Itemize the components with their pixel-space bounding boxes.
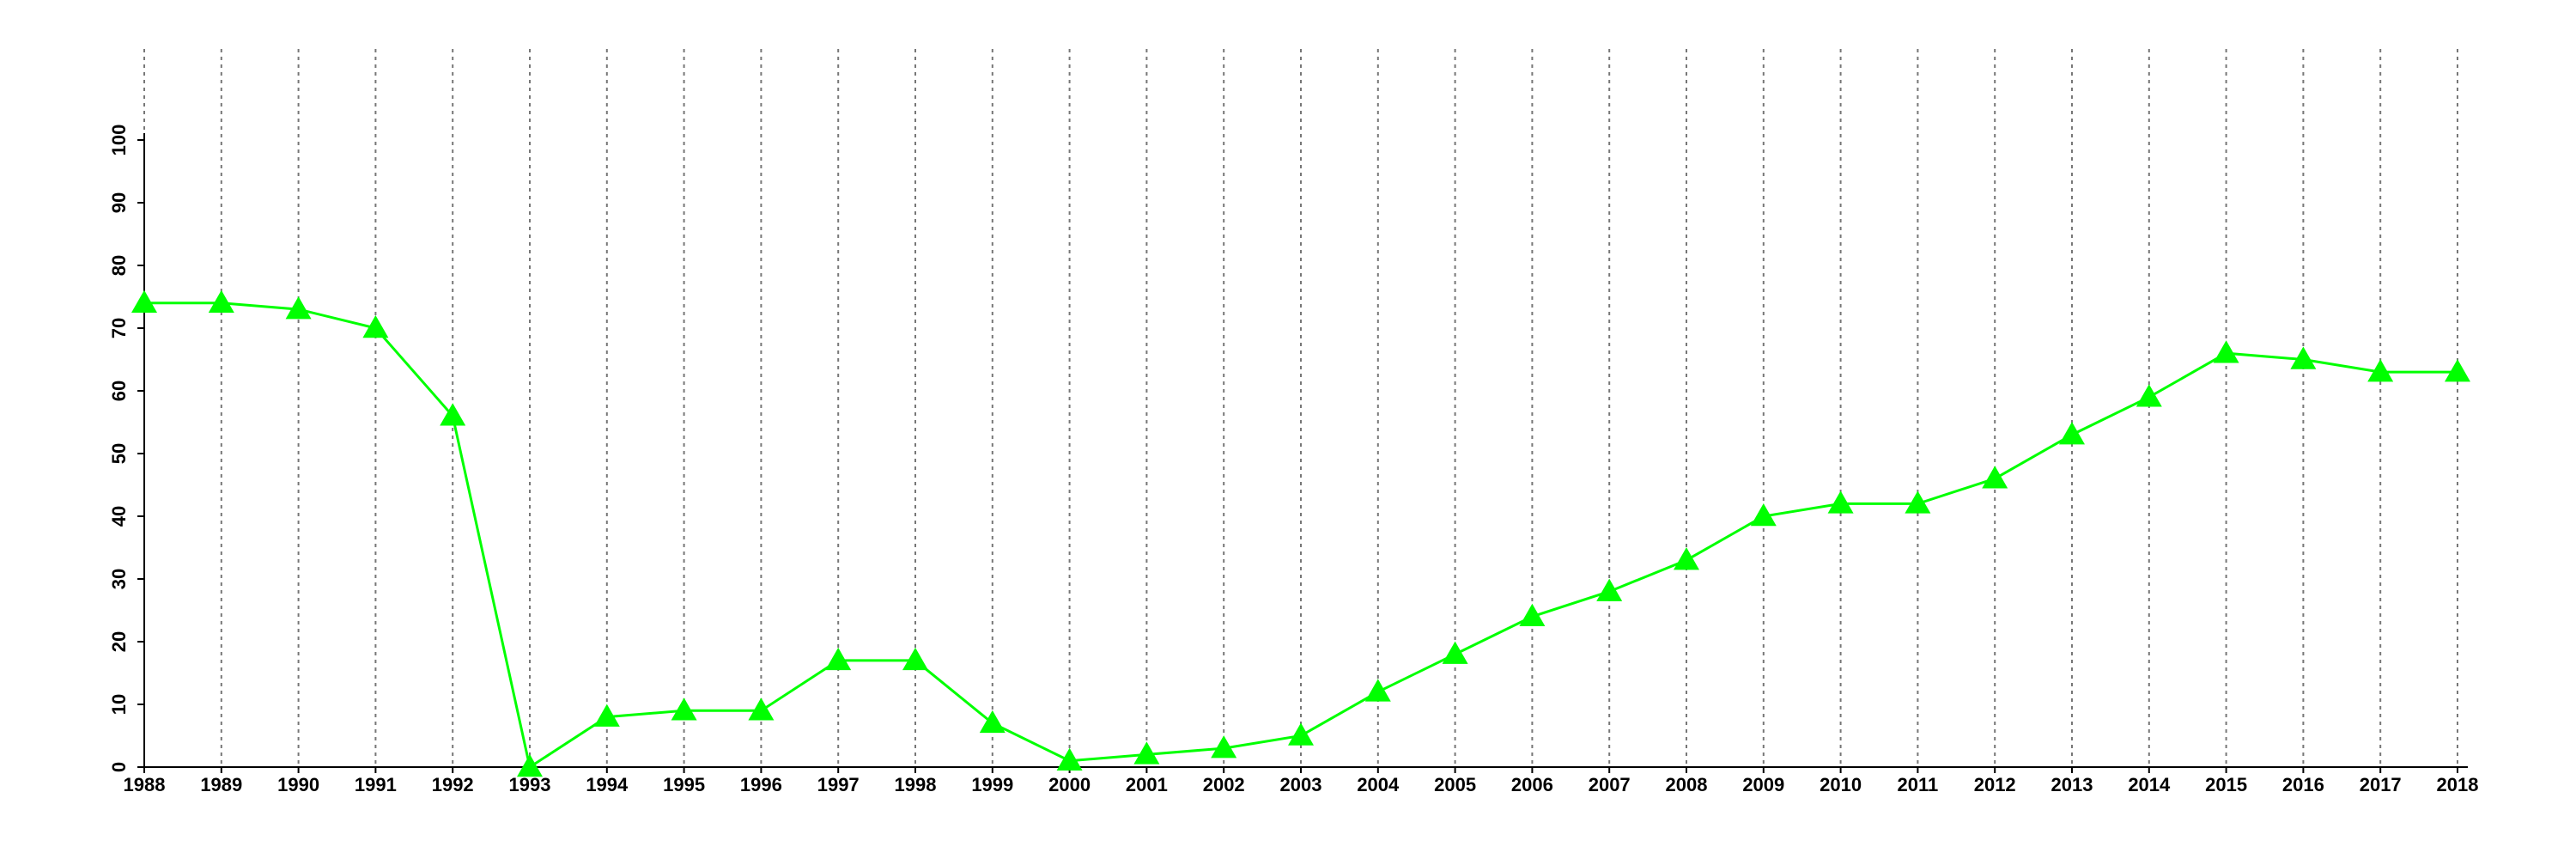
marker <box>2213 340 2239 363</box>
marker <box>979 710 1005 734</box>
marker <box>517 754 543 777</box>
x-tick-label: 2017 <box>2360 774 2402 795</box>
x-tick-label: 1990 <box>277 774 319 795</box>
x-tick-label: 2007 <box>1589 774 1631 795</box>
marker <box>1056 747 1083 771</box>
marker <box>902 647 928 671</box>
x-tick-label: 1996 <box>740 774 782 795</box>
x-tick-label: 1995 <box>663 774 705 795</box>
marker <box>2059 422 2085 445</box>
x-tick-label: 2005 <box>1434 774 1476 795</box>
x-tick-label: 1989 <box>200 774 242 795</box>
x-tick-label: 2002 <box>1203 774 1245 795</box>
x-tick-label: 2001 <box>1126 774 1168 795</box>
x-tick-label: 1988 <box>124 774 166 795</box>
marker <box>131 289 157 314</box>
marker <box>1674 547 1699 570</box>
marker <box>1827 490 1854 514</box>
marker <box>748 698 775 721</box>
y-tick-label: 50 <box>108 443 130 464</box>
y-tick-label: 40 <box>108 506 130 527</box>
x-tick-label: 2016 <box>2282 774 2324 795</box>
x-tick-label: 2011 <box>1898 774 1939 795</box>
marker <box>1442 641 1468 664</box>
y-tick-label: 0 <box>108 762 130 772</box>
x-tick-label: 2018 <box>2437 774 2479 795</box>
x-tick-label: 2003 <box>1280 774 1322 795</box>
marker <box>2290 346 2317 369</box>
y-tick-label: 10 <box>108 694 130 715</box>
marker <box>2367 359 2394 382</box>
marker <box>1133 741 1160 765</box>
x-tick-label: 2010 <box>1820 774 1862 795</box>
marker <box>1596 578 1623 601</box>
y-tick-label: 70 <box>108 318 130 338</box>
marker <box>1364 679 1391 702</box>
marker <box>1750 503 1777 527</box>
marker <box>2136 384 2162 407</box>
marker <box>1905 490 1931 514</box>
x-tick-label: 2015 <box>2205 774 2247 795</box>
x-tick-label: 2004 <box>1357 774 1400 795</box>
y-tick-label: 100 <box>108 125 130 156</box>
marker <box>208 289 234 314</box>
x-tick-label: 2012 <box>1974 774 2016 795</box>
marker <box>593 704 620 727</box>
x-tick-label: 1997 <box>817 774 860 795</box>
marker <box>362 315 389 338</box>
x-tick-label: 2006 <box>1511 774 1553 795</box>
marker <box>2445 359 2470 382</box>
marker <box>1519 603 1546 627</box>
marker <box>1288 722 1314 746</box>
marker <box>1211 735 1237 758</box>
x-tick-label: 2000 <box>1048 774 1091 795</box>
y-tick-label: 30 <box>108 569 130 589</box>
marker <box>1982 466 2008 489</box>
y-tick-label: 60 <box>108 381 130 401</box>
x-tick-label: 1993 <box>509 774 551 795</box>
x-tick-label: 1994 <box>586 774 629 795</box>
marker <box>671 698 697 721</box>
x-tick-label: 2008 <box>1666 774 1708 795</box>
marker <box>440 403 466 426</box>
y-tick-label: 80 <box>108 255 130 276</box>
x-tick-label: 1998 <box>895 774 937 795</box>
y-tick-label: 20 <box>108 631 130 652</box>
x-tick-label: 1992 <box>432 774 474 795</box>
marker <box>285 296 312 320</box>
x-tick-label: 1999 <box>971 774 1013 795</box>
x-tick-label: 2009 <box>1742 774 1784 795</box>
marker <box>825 647 852 671</box>
x-tick-label: 2013 <box>2051 774 2093 795</box>
line <box>144 302 2458 770</box>
x-tick-label: 1991 <box>355 774 397 795</box>
x-tick-label: 2014 <box>2128 774 2171 795</box>
y-tick-label: 90 <box>108 192 130 213</box>
